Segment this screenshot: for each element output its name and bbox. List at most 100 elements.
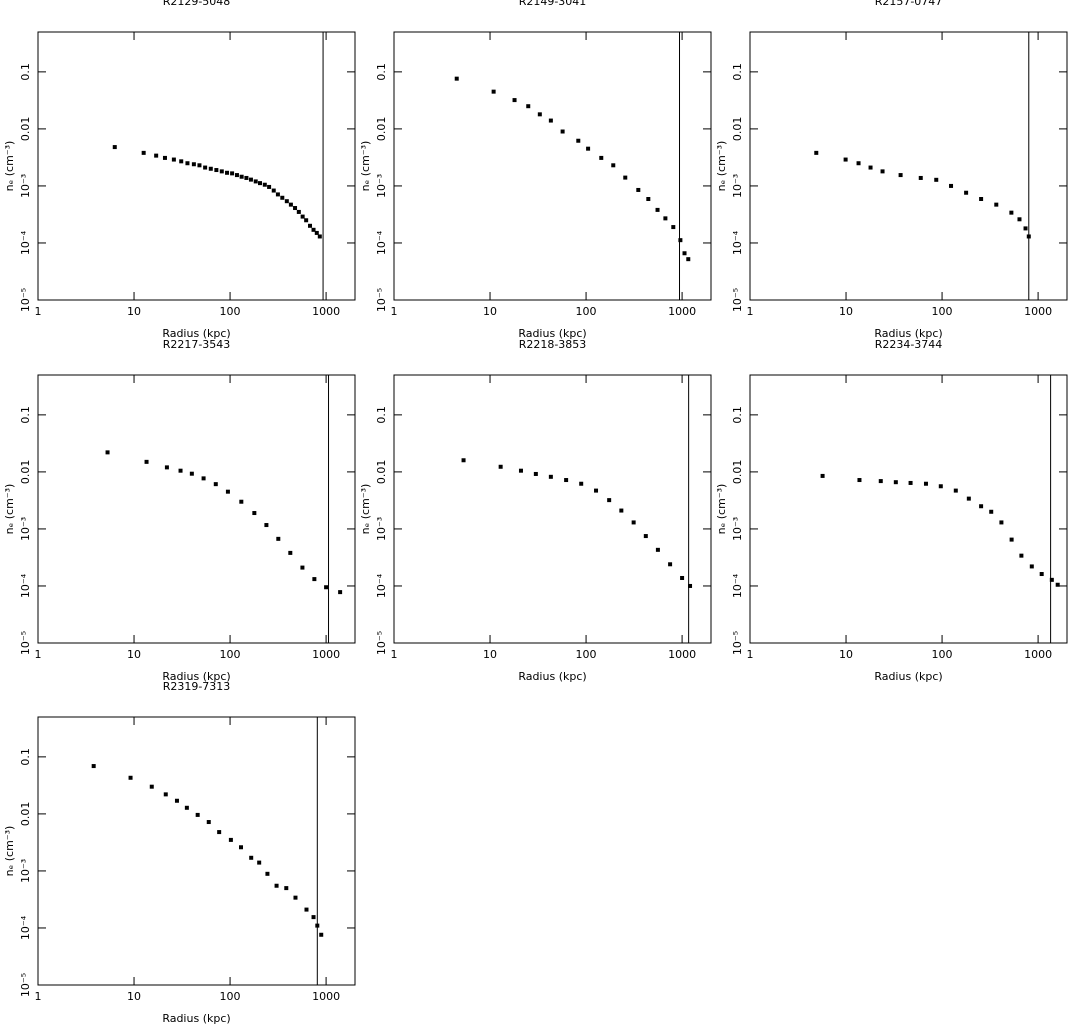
data-point xyxy=(174,798,179,803)
data-point xyxy=(293,895,298,900)
data-point xyxy=(300,214,305,219)
data-point xyxy=(179,159,184,164)
data-point xyxy=(178,468,183,473)
x-tick-label: 10 xyxy=(127,305,141,318)
data-point xyxy=(655,207,660,212)
y-tick-label: 10⁻³ xyxy=(375,174,388,198)
data-point xyxy=(868,165,873,170)
y-tick-label: 10⁻⁵ xyxy=(19,288,32,312)
data-point xyxy=(324,585,329,590)
data-point xyxy=(655,547,660,552)
data-point xyxy=(262,182,267,187)
data-point xyxy=(225,170,230,175)
data-point xyxy=(319,932,324,937)
x-axis-label: Radius (kpc) xyxy=(518,670,586,683)
data-point xyxy=(979,504,984,509)
data-point xyxy=(144,459,149,464)
data-point xyxy=(599,155,604,160)
y-tick-label: 0.1 xyxy=(375,63,388,81)
y-tick-label: 10⁻³ xyxy=(19,859,32,883)
data-point xyxy=(315,923,320,928)
x-tick-label: 100 xyxy=(576,648,597,661)
data-point xyxy=(163,792,168,797)
data-point xyxy=(312,577,317,582)
data-point xyxy=(217,830,222,835)
data-point xyxy=(219,169,224,174)
x-axis-label: Radius (kpc) xyxy=(874,327,942,340)
y-tick-label: 10⁻⁴ xyxy=(19,573,32,598)
data-point xyxy=(275,192,280,197)
data-point xyxy=(308,223,313,228)
data-point xyxy=(214,168,219,173)
data-point xyxy=(253,179,258,184)
data-point xyxy=(893,480,898,485)
data-point xyxy=(248,177,253,182)
x-tick-label: 10 xyxy=(839,305,853,318)
data-point xyxy=(164,465,169,470)
data-point xyxy=(317,234,322,239)
x-tick-label: 1000 xyxy=(312,305,340,318)
data-point xyxy=(191,162,196,167)
y-tick-label: 10⁻⁴ xyxy=(731,573,744,598)
y-axis-label: nₑ (cm⁻³) xyxy=(3,484,16,535)
data-point xyxy=(267,184,272,189)
data-point xyxy=(249,855,254,860)
data-point xyxy=(112,145,117,150)
data-point xyxy=(280,195,285,200)
chart-title: R2217-3543 xyxy=(163,338,231,351)
data-point xyxy=(636,187,641,192)
y-tick-label: 10⁻³ xyxy=(731,174,744,198)
data-point xyxy=(230,171,235,176)
data-point xyxy=(856,161,861,166)
data-point xyxy=(288,550,293,555)
data-point xyxy=(680,575,685,580)
x-axis-label: Radius (kpc) xyxy=(162,670,230,683)
data-point xyxy=(185,161,190,166)
data-point xyxy=(239,174,244,179)
data-point xyxy=(953,488,958,493)
data-point xyxy=(338,590,343,595)
data-point xyxy=(979,197,984,202)
data-point xyxy=(293,206,298,211)
x-tick-label: 100 xyxy=(932,648,953,661)
data-point xyxy=(560,129,565,134)
data-point xyxy=(623,175,628,180)
y-tick-label: 0.1 xyxy=(19,748,32,766)
x-tick-label: 1000 xyxy=(668,648,696,661)
data-point xyxy=(1017,217,1022,222)
data-point xyxy=(678,238,683,243)
data-point xyxy=(607,498,612,503)
data-point xyxy=(518,468,523,473)
y-tick-label: 0.01 xyxy=(731,117,744,142)
plot-frame xyxy=(393,374,712,644)
x-tick-label: 1 xyxy=(391,305,398,318)
data-point xyxy=(149,784,154,789)
x-tick-label: 1000 xyxy=(312,648,340,661)
data-point xyxy=(548,474,553,479)
data-point xyxy=(586,146,591,151)
data-point xyxy=(454,76,459,81)
data-point xyxy=(949,183,954,188)
plot-frame xyxy=(749,374,1068,644)
data-point xyxy=(300,565,305,570)
y-tick-label: 0.01 xyxy=(19,802,32,827)
data-point xyxy=(184,805,189,810)
y-tick-label: 0.01 xyxy=(375,117,388,142)
x-axis-label: Radius (kpc) xyxy=(162,1012,230,1025)
data-point xyxy=(203,165,208,170)
y-tick-label: 10⁻⁵ xyxy=(19,631,32,655)
x-tick-label: 100 xyxy=(220,990,241,1003)
data-point xyxy=(611,163,616,168)
y-tick-label: 10⁻⁴ xyxy=(375,230,388,255)
data-point xyxy=(288,202,293,207)
data-point xyxy=(304,907,309,912)
data-point xyxy=(966,496,971,501)
data-point xyxy=(537,112,542,117)
y-tick-label: 10⁻⁴ xyxy=(19,915,32,940)
data-point xyxy=(964,190,969,195)
data-point xyxy=(548,118,553,123)
data-point xyxy=(461,458,466,463)
data-point xyxy=(1029,564,1034,569)
x-tick-label: 1000 xyxy=(312,990,340,1003)
data-point xyxy=(228,837,233,842)
